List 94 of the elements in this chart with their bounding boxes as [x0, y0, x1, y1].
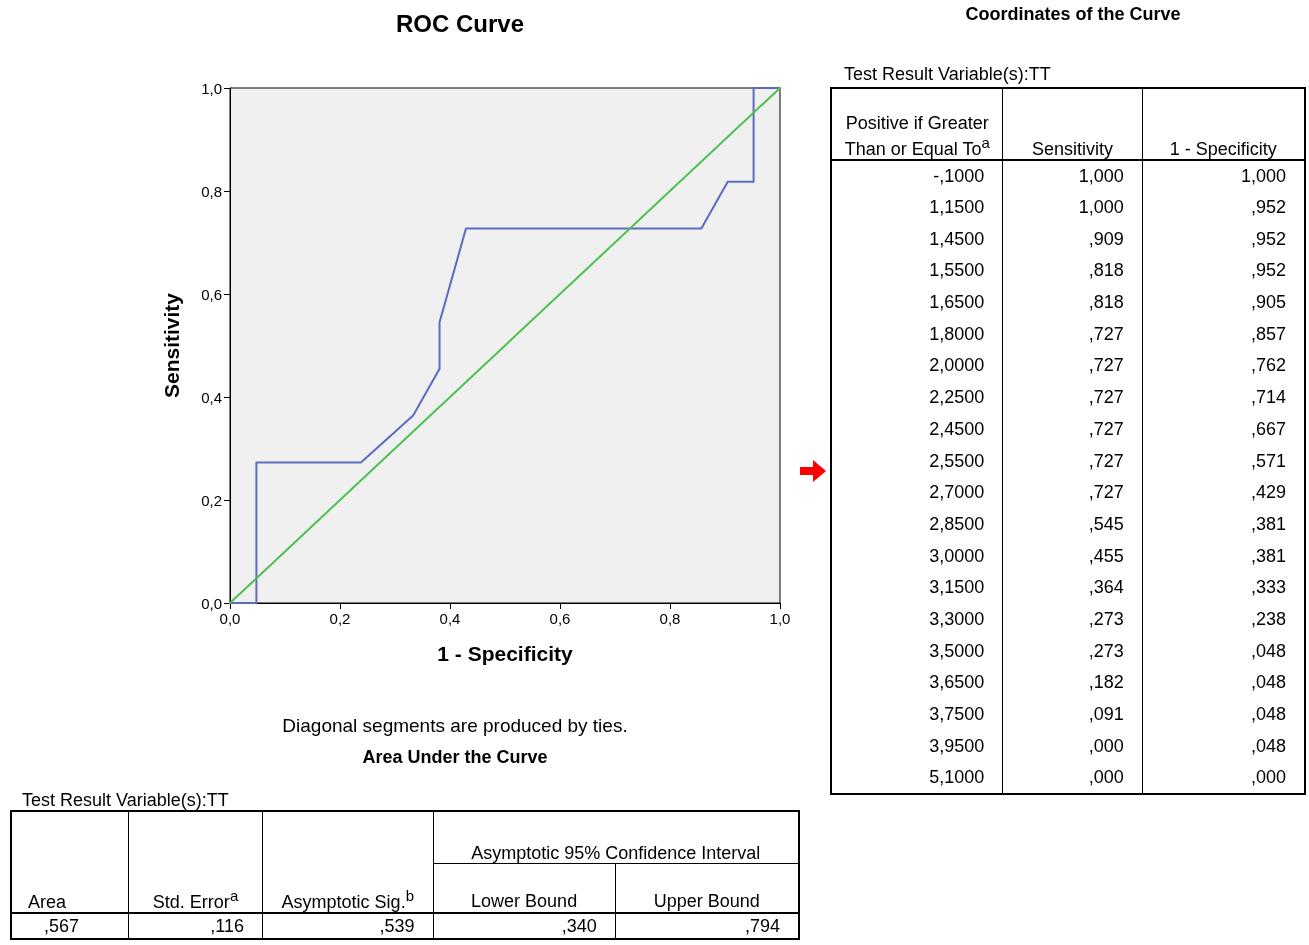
text: ,048 [1142, 730, 1305, 763]
text: 2,2500 [928, 386, 986, 410]
category-label: 1 - Specificity [1142, 88, 1305, 160]
text: -,1000 [932, 164, 986, 188]
text: ,539 [262, 913, 434, 939]
y-tick-label: 0,6 [201, 285, 222, 303]
text: Asymptotic 95% Confidence Interval [433, 811, 799, 863]
text: ,571 [1142, 445, 1305, 477]
x-tick-label: 0,8 [659, 610, 681, 627]
text: 1,000 [1002, 160, 1143, 192]
text: ,333 [1142, 571, 1305, 604]
chart-title: ROC Curve [395, 9, 525, 37]
text: ,381 [1142, 508, 1305, 541]
text: ,794 [615, 913, 799, 939]
category-label: Positive if Greater Than or Equal To$^{a}$ [831, 88, 1003, 160]
category-label: Upper Bound [615, 863, 799, 913]
category-label: Sensitivity [1002, 88, 1143, 160]
text: ,182 [1002, 667, 1143, 699]
text: 2,5500 [928, 449, 986, 473]
text: ,340 [433, 913, 616, 939]
text: Coordinates of the Curve [964, 4, 1182, 25]
text: 5,1000 [928, 765, 986, 789]
x-tick-label: 0,2 [329, 610, 351, 627]
text: ,455 [1002, 540, 1143, 572]
text: 3,9500 [928, 734, 986, 758]
text: ,857 [1142, 318, 1305, 351]
text: 1,000 [1002, 191, 1143, 224]
text: 3,5000 [928, 639, 986, 663]
text: ,667 [1142, 413, 1305, 446]
text: ,364 [1002, 571, 1143, 604]
text: ,116 [128, 913, 263, 939]
text: ,381 [1142, 540, 1305, 572]
y-tick-label: 1,0 [201, 79, 222, 97]
text: 1,4500 [928, 227, 986, 251]
y-tick-label: 0,4 [201, 388, 222, 406]
category-label: Std. Error$^{a}$ [128, 811, 263, 913]
text: 1,1500 [928, 196, 986, 220]
category-label: Asymptotic Sig.$^{b}$ [262, 811, 434, 913]
text: ,727 [1002, 445, 1143, 477]
text: ,000 [1142, 762, 1305, 794]
text: ,727 [1002, 318, 1143, 351]
category-label: Area [11, 811, 129, 913]
text: ,727 [1002, 476, 1143, 509]
x-tick-label: 0,4 [439, 610, 461, 627]
text: ,727 [1002, 413, 1143, 446]
text: ,000 [1002, 762, 1143, 794]
text: ,727 [1002, 381, 1143, 414]
text: ,818 [1002, 286, 1143, 319]
x-tick-label: 1,0 [769, 610, 791, 627]
text: ,238 [1142, 603, 1305, 636]
text: ,905 [1142, 286, 1305, 319]
text: ,000 [1002, 730, 1143, 763]
text: 3,1500 [928, 576, 986, 600]
text: ,952 [1142, 191, 1305, 224]
text: ,273 [1002, 635, 1143, 667]
text: ,273 [1002, 603, 1143, 636]
text: Test Result Variable(s):TT [22, 790, 229, 811]
y-tick-label: 0,8 [201, 182, 222, 200]
text: ,952 [1142, 223, 1305, 256]
text: 3,7500 [928, 703, 986, 727]
x-tick-label: 0,6 [549, 610, 571, 627]
text: ,545 [1002, 508, 1143, 541]
text: ,714 [1142, 381, 1305, 414]
text: Test Result Variable(s):TT [844, 64, 1051, 85]
text: Diagonal segments are produced by ties. [282, 715, 628, 736]
text: 1,000 [1142, 160, 1305, 192]
text: 3,0000 [928, 544, 986, 568]
text: Area Under the Curve [361, 747, 549, 768]
text: ,048 [1142, 698, 1305, 731]
y-axis-title: Sensitivity [160, 292, 183, 399]
text: 3,3000 [928, 607, 986, 631]
text: ,952 [1142, 255, 1305, 287]
x-tick-label: 0,0 [219, 610, 241, 627]
text: 2,4500 [928, 417, 986, 441]
text: 2,7000 [928, 481, 986, 505]
text: ,048 [1142, 635, 1305, 667]
text: 2,0000 [928, 354, 986, 378]
text: ,567 [43, 914, 81, 938]
text: ,429 [1142, 476, 1305, 509]
text: 3,6500 [928, 671, 986, 695]
text: ,818 [1002, 255, 1143, 287]
text: 2,8500 [928, 512, 986, 536]
y-tick-label: 0,0 [201, 594, 222, 612]
y-tick-label: 0,2 [201, 491, 222, 509]
x-axis-title: 1 - Specificity [437, 642, 574, 665]
text: ,048 [1142, 667, 1305, 699]
text: 1,5500 [928, 259, 986, 283]
text: 1,6500 [928, 291, 986, 315]
text: ,091 [1002, 698, 1143, 731]
text: ,909 [1002, 223, 1143, 256]
text: 1,8000 [928, 322, 986, 346]
category-label: Lower Bound [433, 863, 616, 913]
text: ,727 [1002, 350, 1143, 382]
text: ,762 [1142, 350, 1305, 382]
